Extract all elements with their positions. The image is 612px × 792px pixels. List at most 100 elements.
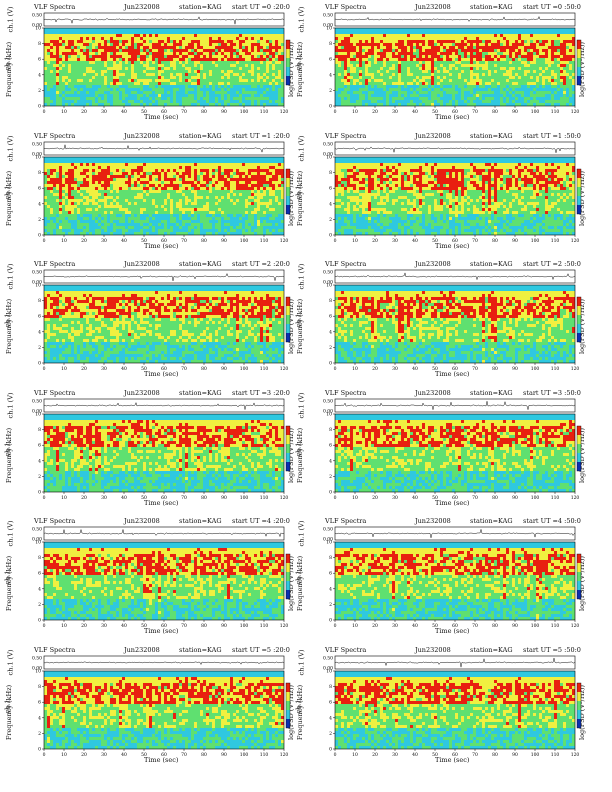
x-tick-label: 80 xyxy=(492,109,498,115)
spectrogram-cell xyxy=(458,97,461,100)
spectrogram-cell xyxy=(278,213,281,217)
spectrogram-cell xyxy=(128,183,131,187)
spectrogram-cell xyxy=(257,28,260,31)
spectrogram-cell xyxy=(554,103,557,106)
spectrogram-cell xyxy=(89,31,92,34)
spectrogram-cell xyxy=(152,213,155,217)
spectrogram-cell xyxy=(437,82,440,85)
spectrogram-cell xyxy=(110,228,113,232)
spectrogram-cell xyxy=(392,34,395,37)
spectrogram-cell xyxy=(362,43,365,46)
spectrogram-cell xyxy=(476,34,479,37)
spectrogram-cell xyxy=(539,46,542,49)
spectrogram-cell xyxy=(164,94,167,97)
spectrogram-cell xyxy=(353,177,356,181)
spectrogram-cell xyxy=(518,165,521,169)
spectrogram-cell xyxy=(281,165,284,169)
spectrogram-cell xyxy=(242,37,245,40)
spectrogram-cell xyxy=(161,52,164,55)
spectrogram-cell xyxy=(110,225,113,229)
spectrogram-cell xyxy=(359,76,362,79)
spectrogram-cell xyxy=(71,94,74,97)
spectrogram-cell xyxy=(113,31,116,34)
spectrogram-cell xyxy=(353,174,356,178)
spectrogram-cell xyxy=(59,37,62,40)
spectrogram-cell xyxy=(521,34,524,37)
spectrogram-cell xyxy=(446,43,449,46)
spectrogram-cell xyxy=(230,46,233,49)
spectrogram-cell xyxy=(506,52,509,55)
spectrogram-cell xyxy=(350,40,353,43)
spectrogram-cell xyxy=(152,180,155,184)
spectrogram-cell xyxy=(506,103,509,106)
spectrogram-cell xyxy=(266,34,269,37)
spectrogram-cell xyxy=(209,31,212,34)
spectrogram-cell xyxy=(548,156,551,160)
spectrogram-cell xyxy=(440,162,443,166)
spectrogram-cell xyxy=(371,174,374,178)
spectrogram-cell xyxy=(146,156,149,160)
spectrogram-cell xyxy=(263,100,266,103)
spectrogram-cell xyxy=(431,76,434,79)
spectrogram-cell xyxy=(155,171,158,175)
spectrogram-cell xyxy=(206,43,209,46)
spectrogram-cell xyxy=(122,183,125,187)
spectrogram-cell xyxy=(110,97,113,100)
spectrogram-cell xyxy=(53,46,56,49)
spectrogram-cell xyxy=(338,91,341,94)
spectrogram-cell xyxy=(125,162,128,166)
spectrogram-cell xyxy=(191,219,194,223)
spectrogram-cell xyxy=(137,162,140,166)
spectrogram-cell xyxy=(122,28,125,31)
spectrogram-cell xyxy=(119,231,122,235)
spectrogram-cell xyxy=(173,171,176,175)
spectrogram-cell xyxy=(137,192,140,196)
spectrogram-cell xyxy=(164,231,167,235)
spectrogram-cell xyxy=(374,174,377,178)
spectrogram-cell xyxy=(515,171,518,175)
spectrogram-cell xyxy=(437,31,440,34)
spectrogram-cell xyxy=(341,49,344,52)
spectrogram-cell xyxy=(128,52,131,55)
spectrogram-cell xyxy=(377,34,380,37)
spectrogram-cell xyxy=(431,103,434,106)
spectrogram-cell xyxy=(371,46,374,49)
spectrogram-cell xyxy=(173,225,176,229)
spectrogram-cell xyxy=(65,186,68,190)
spectrogram-cell xyxy=(206,162,209,166)
spectrogram-cell xyxy=(347,159,350,163)
spectrogram-cell xyxy=(272,159,275,163)
spectrogram-cell xyxy=(203,34,206,37)
spectrogram-cell xyxy=(515,174,518,178)
spectrogram-cell xyxy=(449,46,452,49)
spectrogram-cell xyxy=(389,94,392,97)
spectrogram-cell xyxy=(428,76,431,79)
spectrogram-cell xyxy=(209,97,212,100)
spectrogram-cell xyxy=(68,37,71,40)
spectrogram-cell xyxy=(524,165,527,169)
spectrogram-cell xyxy=(443,91,446,94)
spectrogram-cell xyxy=(272,192,275,196)
spectrogram-cell xyxy=(170,204,173,208)
spectrogram-cell xyxy=(65,49,68,52)
spectrogram-cell xyxy=(443,46,446,49)
spectrogram-cell xyxy=(527,28,530,31)
spectrogram-cell xyxy=(518,100,521,103)
spectrogram-cell xyxy=(248,159,251,163)
spectrogram-cell xyxy=(431,73,434,76)
spectrogram-cell xyxy=(338,159,341,163)
spectrogram-cell xyxy=(239,219,242,223)
spectrogram-cell xyxy=(188,79,191,82)
spectrogram-cell xyxy=(365,180,368,184)
spectrogram-cell xyxy=(470,165,473,169)
spectrogram-cell xyxy=(359,31,362,34)
spectrogram-cell xyxy=(56,61,59,64)
spectrogram-cell xyxy=(254,100,257,103)
spectrogram-cell xyxy=(389,40,392,43)
spectrogram-cell xyxy=(215,34,218,37)
spectrogram-cell xyxy=(173,183,176,187)
spectrogram-cell xyxy=(263,88,266,91)
spectrogram-cell xyxy=(125,222,128,226)
spectrogram-cell xyxy=(203,91,206,94)
